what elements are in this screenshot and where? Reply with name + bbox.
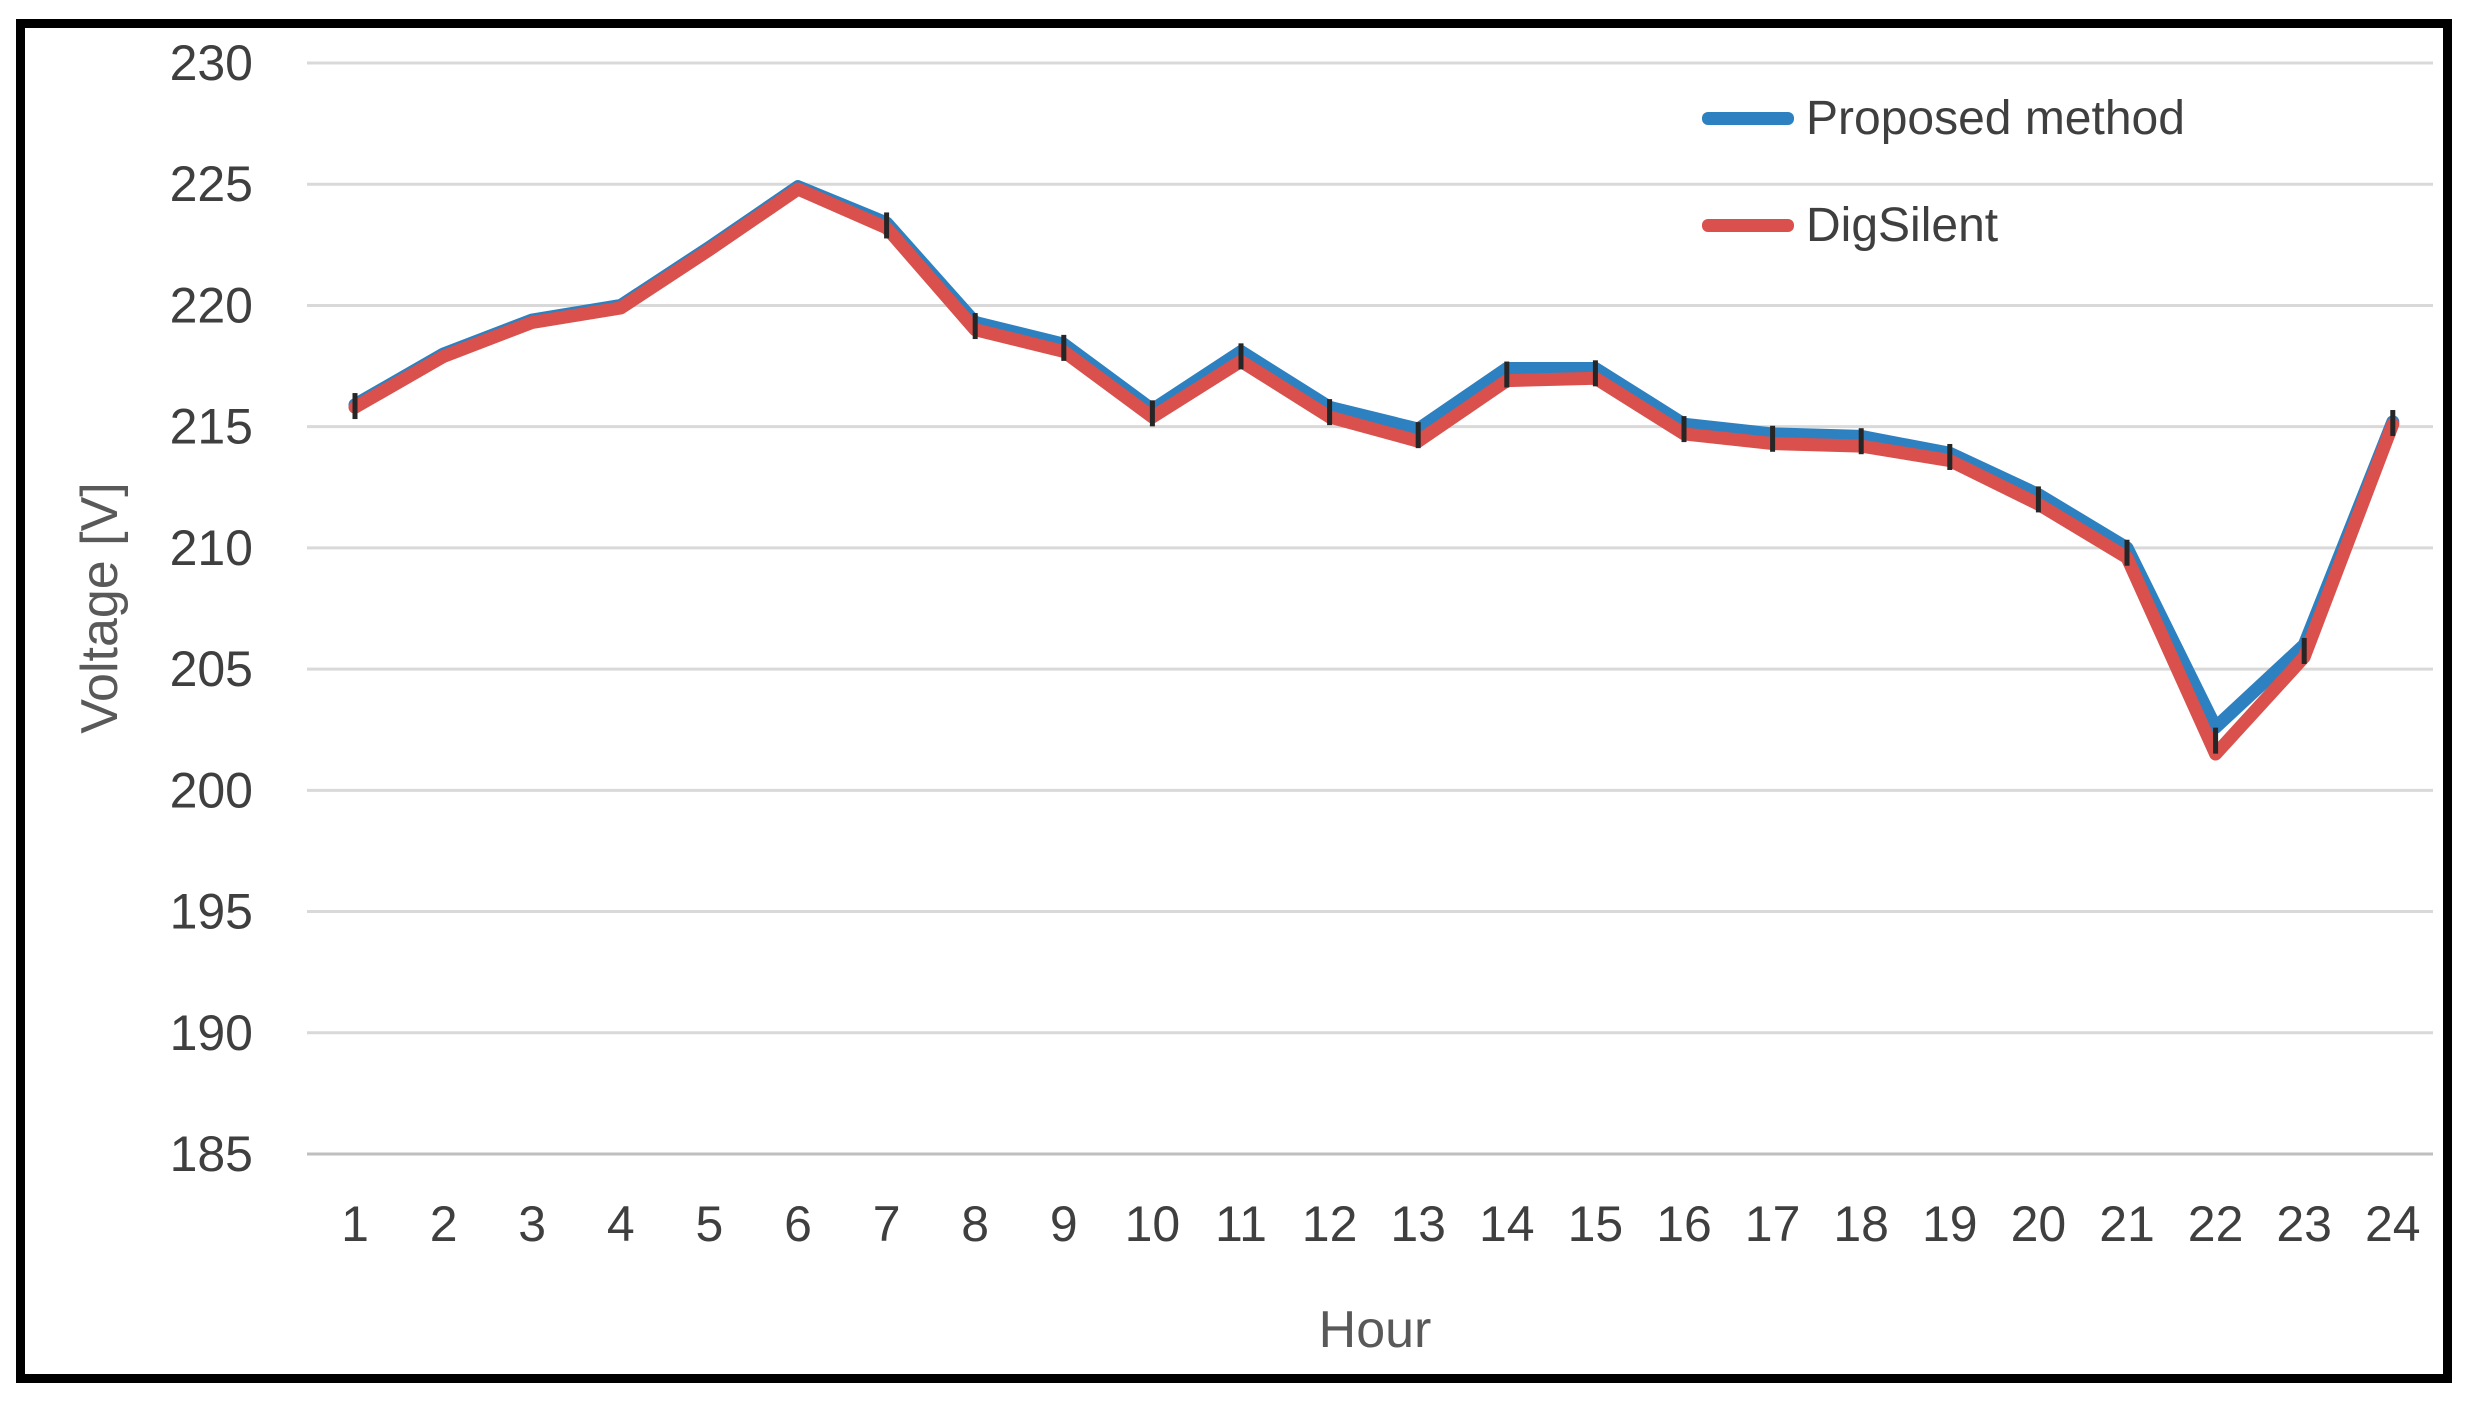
data-point-tick-hour-15 [1592,360,1598,387]
x-tick-labels-group: 1 2 3 4 5 6 7 8 9 10 11 12 13 14 15 16 17 18 19 20 21 22 23 24 [341,1196,2421,1252]
y-tick-label-205: 205 [170,641,253,697]
data-point-tick-hour-11 [1238,343,1244,370]
x-tick-label-22: 22 [2188,1196,2244,1252]
y-axis-title: Voltage [V] [71,482,129,734]
x-axis-title: Hour [1319,1301,1432,1359]
data-point-tick-hour-21 [2124,539,2130,566]
data-point-tick-hour-19 [1947,443,1953,470]
data-point-tick-hour-9 [1061,334,1067,361]
x-tick-label-18: 18 [1833,1196,1889,1252]
series-line-digsilent [348,182,2400,761]
x-tick-label-14: 14 [1479,1196,1535,1252]
legend-swatch-proposed-method [1702,111,1794,125]
data-point-tick-hour-13 [1415,422,1421,449]
x-tick-label-11: 11 [1215,1196,1267,1252]
legend-swatch-digsilent [1702,218,1794,232]
data-point-tick-hour-10 [1149,400,1155,427]
data-point-tick-hour-16 [1681,416,1687,443]
x-tick-label-21: 21 [2099,1196,2155,1252]
legend-label-proposed-method: Proposed method [1806,91,2185,145]
data-point-tick-hour-18 [1858,428,1864,455]
y-tick-label-215: 215 [170,399,253,455]
x-tick-label-5: 5 [695,1196,723,1252]
legend-label-digsilent: DigSilent [1806,198,1999,252]
x-tick-label-10: 10 [1125,1196,1181,1252]
data-point-tick-hour-7 [884,212,890,239]
x-tick-label-8: 8 [961,1196,989,1252]
x-tick-label-2: 2 [430,1196,458,1252]
y-tick-label-200: 200 [170,762,253,818]
y-tick-label-230: 230 [170,35,253,91]
x-tick-label-17: 17 [1745,1196,1801,1252]
data-point-tick-hour-14 [1504,361,1510,388]
y-tick-label-220: 220 [170,277,253,333]
data-point-tick-hour-8 [972,313,978,340]
data-point-tick-hour-20 [2035,486,2041,513]
x-tick-label-20: 20 [2011,1196,2067,1252]
y-tick-label-185: 185 [170,1126,253,1182]
y-tick-label-225: 225 [170,156,253,212]
x-tick-label-15: 15 [1568,1196,1624,1252]
x-tick-label-6: 6 [784,1196,812,1252]
data-point-tick-hour-1 [352,393,358,420]
x-tick-label-13: 13 [1390,1196,1446,1252]
y-tick-label-190: 190 [170,1005,253,1061]
y-tick-label-195: 195 [170,884,253,940]
series-line-proposed-method [348,180,2400,734]
x-tick-label-24: 24 [2365,1196,2421,1252]
data-point-ticks-group [352,212,2396,754]
y-tick-label-210: 210 [170,520,253,576]
gridlines-group [307,61,2433,1156]
legend-item-proposed-method: Proposed method [1702,87,2185,149]
x-tick-label-9: 9 [1050,1196,1078,1252]
data-point-tick-hour-23 [2301,637,2307,664]
series-lines-group [348,180,2400,761]
x-tick-label-3: 3 [518,1196,546,1252]
x-tick-label-12: 12 [1302,1196,1358,1252]
y-tick-labels-group: 230 225 220 215 210 205 200 195 190 185 [170,35,253,1182]
x-tick-label-1: 1 [341,1196,369,1252]
x-tick-label-4: 4 [607,1196,635,1252]
data-point-tick-hour-12 [1327,399,1333,426]
x-tick-label-16: 16 [1656,1196,1712,1252]
legend-item-digsilent: DigSilent [1702,194,1998,256]
data-point-tick-hour-17 [1770,425,1776,452]
data-point-tick-hour-22 [2213,727,2219,754]
data-point-tick-hour-24 [2390,410,2396,437]
x-tick-label-7: 7 [873,1196,901,1252]
x-tick-label-19: 19 [1922,1196,1978,1252]
x-tick-label-23: 23 [2276,1196,2332,1252]
